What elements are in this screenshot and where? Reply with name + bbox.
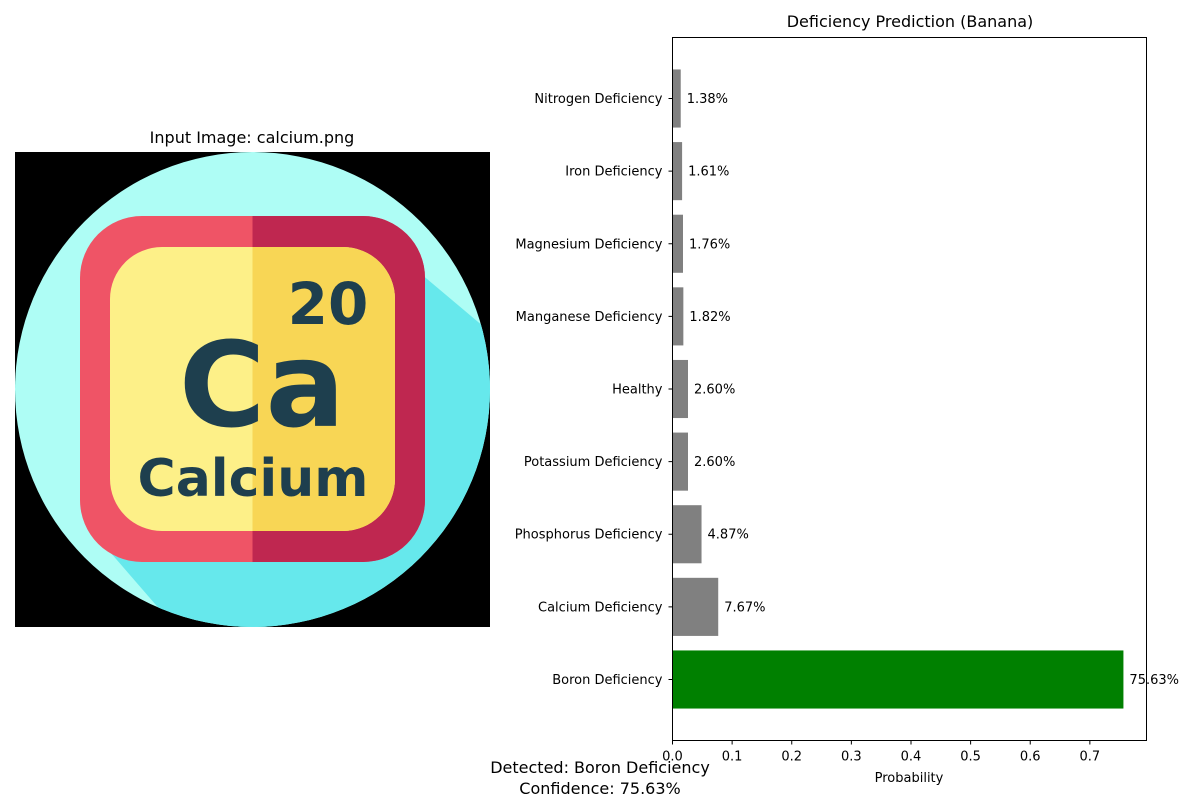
- bar: [672, 432, 689, 491]
- y-tick-label: Manganese Deficiency: [516, 310, 663, 325]
- detected-label: Detected: Boron Deficiency: [490, 758, 710, 777]
- chart-title: Deficiency Prediction (Banana): [786, 12, 1034, 31]
- bar-value-label: 2.60%: [694, 455, 735, 470]
- input-image: 20 Ca Calcium: [15, 152, 490, 627]
- y-tick-label: Nitrogen Deficiency: [534, 92, 662, 107]
- bar: [672, 359, 689, 419]
- bar: [672, 142, 683, 201]
- x-tick-label: 0.0: [662, 750, 683, 765]
- bar-value-label: 1.61%: [688, 165, 729, 180]
- bar-value-label: 1.38%: [687, 92, 728, 107]
- bar: [672, 287, 684, 346]
- bar: [672, 505, 702, 564]
- bar-value-label: 7.67%: [724, 600, 765, 615]
- y-tick-label: Phosphorus Deficiency: [515, 528, 663, 543]
- y-tick-label: Boron Deficiency: [552, 673, 663, 688]
- y-tick-label: Potassium Deficiency: [524, 455, 663, 470]
- bar-value-label: 1.82%: [689, 310, 730, 325]
- bar-value-label: 75.63%: [1129, 673, 1179, 688]
- bar: [672, 214, 683, 273]
- bar-value-label: 2.60%: [694, 383, 735, 398]
- y-tick-label: Healthy: [612, 383, 663, 398]
- bar-value-label: 1.76%: [689, 237, 730, 252]
- atomic-number-text: 20: [288, 270, 369, 338]
- x-tick-label: 0.7: [1080, 750, 1101, 765]
- bar: [672, 650, 1124, 709]
- tile-inner-right: [252, 247, 395, 531]
- confidence-label: Confidence: 75.63%: [519, 779, 681, 798]
- y-tick-label: Iron Deficiency: [565, 165, 663, 180]
- x-tick-label: 0.2: [781, 750, 802, 765]
- x-tick-label: 0.1: [722, 750, 743, 765]
- x-tick-label: 0.5: [960, 750, 981, 765]
- plot-frame: [672, 37, 1147, 741]
- y-tick-label: Calcium Deficiency: [538, 600, 663, 615]
- x-axis-label: Probability: [875, 771, 944, 786]
- y-tick-label: Magnesium Deficiency: [515, 237, 662, 252]
- input-image-title: Input Image: calcium.png: [149, 128, 355, 147]
- bar: [672, 69, 681, 128]
- bar-value-labels: 75.63% 7.67% 4.87% 2.60% 2.60% 1.82% 1.76% 1.61…: [687, 92, 1179, 688]
- x-tick-label: 0.3: [841, 750, 862, 765]
- element-symbol-text: Ca: [179, 316, 345, 454]
- calcium-icon: 20 Ca Calcium: [15, 152, 490, 627]
- bar: [672, 577, 719, 636]
- x-tick-label: 0.6: [1020, 750, 1041, 765]
- bar-value-label: 4.87%: [708, 528, 749, 543]
- y-axis-labels: Boron Deficiency Calcium Deficiency Phosph…: [515, 92, 673, 688]
- x-axis-ticks: 0.0 0.1 0.2 0.3 0.4 0.5 0.6 0.7: [662, 740, 1101, 765]
- element-name-text: Calcium: [138, 449, 369, 509]
- x-tick-label: 0.4: [901, 750, 922, 765]
- chart-bars: [672, 69, 1124, 709]
